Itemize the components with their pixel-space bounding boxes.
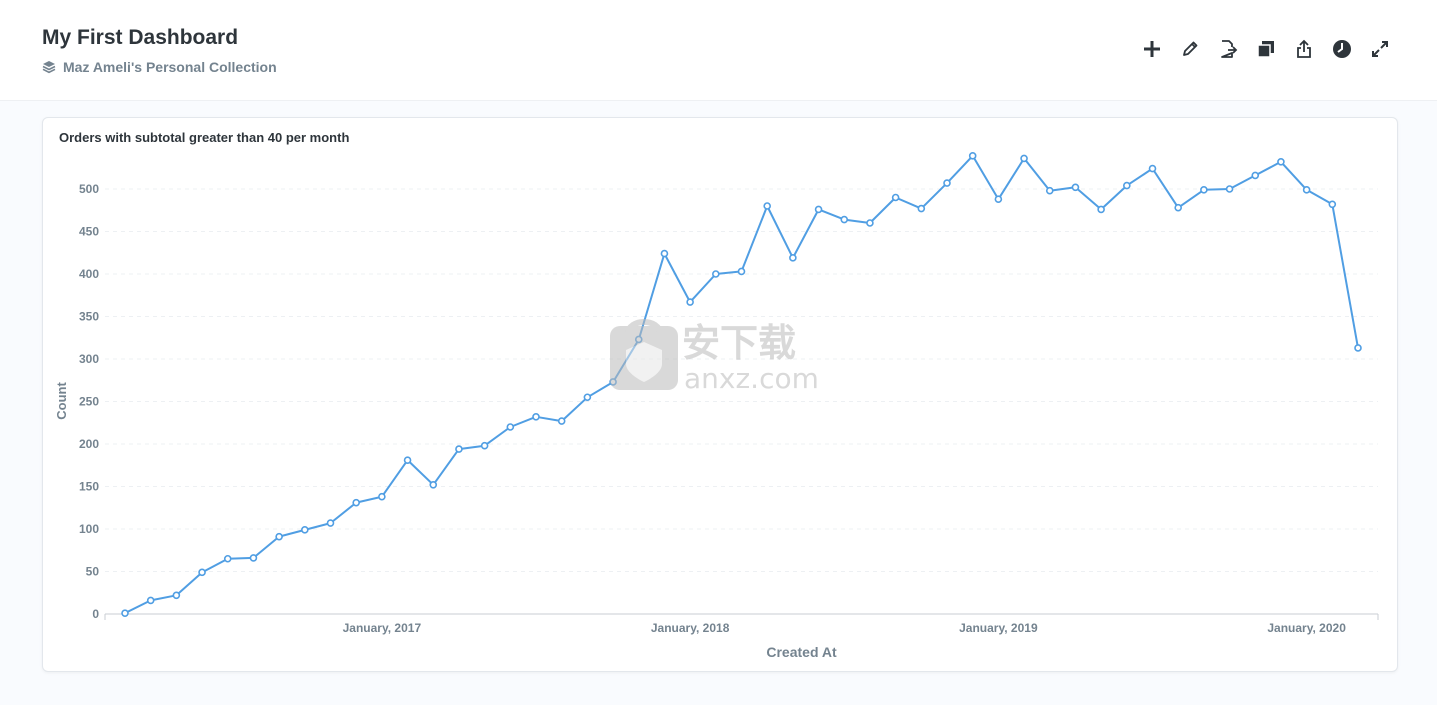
copy-icon [1257, 41, 1274, 58]
document-arrow-icon [1221, 40, 1238, 58]
data-point [660, 249, 669, 258]
data-point [1097, 205, 1105, 214]
x-axis-title: Created At [766, 644, 837, 660]
dashboard-toolbar [1133, 36, 1399, 62]
data-point [1045, 186, 1054, 195]
auto-refresh-button[interactable] [1323, 36, 1361, 62]
data-point [557, 417, 566, 425]
data-point [814, 205, 823, 214]
y-tick-label: 400 [79, 267, 99, 281]
data-point [146, 596, 155, 605]
data-point [1123, 181, 1131, 190]
page-title: My First Dashboard [42, 26, 239, 49]
data-point [737, 267, 746, 276]
data-point [1174, 203, 1182, 212]
y-tick-label: 50 [86, 565, 100, 579]
data-point [789, 254, 797, 262]
y-tick-label: 450 [79, 225, 99, 239]
series-line [124, 154, 1359, 614]
x-tick-label: January, 2017 [343, 621, 422, 635]
data-point [866, 219, 874, 227]
data-point [609, 378, 617, 386]
data-point [403, 456, 412, 464]
data-point [968, 152, 977, 160]
data-point [275, 532, 283, 541]
x-tick-label: January, 2019 [959, 621, 1038, 635]
pencil-icon [1183, 41, 1198, 56]
data-point [121, 609, 129, 617]
fullscreen-button[interactable] [1361, 36, 1399, 62]
data-point [1200, 186, 1208, 194]
x-tick-label: January, 2018 [651, 621, 730, 635]
plus-icon [1144, 41, 1160, 57]
share-icon [1297, 39, 1311, 58]
data-point [378, 492, 386, 501]
y-tick-label: 0 [92, 607, 99, 621]
move-dashboard-button[interactable] [1209, 36, 1247, 62]
card-title[interactable]: Orders with subtotal greater than 40 per… [59, 130, 350, 145]
data-point [917, 204, 926, 213]
data-point [1302, 186, 1311, 194]
data-point [1328, 200, 1337, 209]
data-point [326, 519, 335, 527]
share-dashboard-button[interactable] [1285, 36, 1323, 62]
edit-dashboard-button[interactable] [1171, 36, 1209, 62]
x-tick-label: January, 2020 [1267, 621, 1346, 635]
data-point [301, 526, 309, 534]
data-point [763, 202, 771, 210]
collection-name: Maz Ameli's Personal Collection [63, 59, 277, 75]
data-point [583, 393, 592, 402]
y-tick-label: 100 [79, 522, 99, 536]
data-point [1251, 171, 1260, 180]
data-point [943, 179, 951, 187]
y-tick-label: 250 [79, 395, 99, 409]
data-point [891, 193, 900, 202]
y-tick-label: 150 [79, 480, 99, 494]
duplicate-dashboard-button[interactable] [1247, 36, 1285, 62]
data-point [1020, 154, 1028, 163]
data-point [223, 554, 232, 563]
data-point [994, 195, 1003, 203]
y-tick-label: 200 [79, 437, 99, 451]
y-tick-label: 300 [79, 352, 99, 366]
dashboard-card[interactable]: Orders with subtotal greater than 40 per… [42, 117, 1398, 672]
collection-link[interactable]: Maz Ameli's Personal Collection [42, 59, 277, 75]
data-point [634, 335, 643, 344]
data-point [1354, 344, 1362, 352]
data-point [480, 441, 489, 450]
collection-icon [42, 61, 56, 74]
y-tick-label: 350 [79, 310, 99, 324]
data-point [1225, 185, 1234, 193]
data-point [429, 480, 438, 489]
fullscreen-icon [1372, 41, 1388, 57]
data-point [1277, 157, 1285, 166]
data-point [249, 554, 258, 562]
data-point [712, 270, 720, 278]
data-point [840, 215, 849, 224]
clock-icon [1333, 40, 1351, 58]
data-point [198, 568, 206, 577]
data-point [172, 591, 181, 600]
data-point [455, 445, 463, 453]
line-chart: 0 50 100 150 200 250 300 350 400 450 500 January, 2… [54, 152, 1379, 660]
y-tick-label: 500 [79, 182, 99, 196]
data-point [506, 423, 515, 431]
dashboard-header: My First Dashboard Maz Ameli's Personal … [0, 0, 1437, 101]
data-point [1148, 164, 1157, 173]
data-point [352, 498, 360, 507]
add-card-button[interactable] [1133, 36, 1171, 62]
y-axis-title: Count [54, 382, 69, 420]
data-point [1071, 183, 1080, 192]
data-point [532, 412, 540, 421]
data-point [686, 298, 694, 306]
